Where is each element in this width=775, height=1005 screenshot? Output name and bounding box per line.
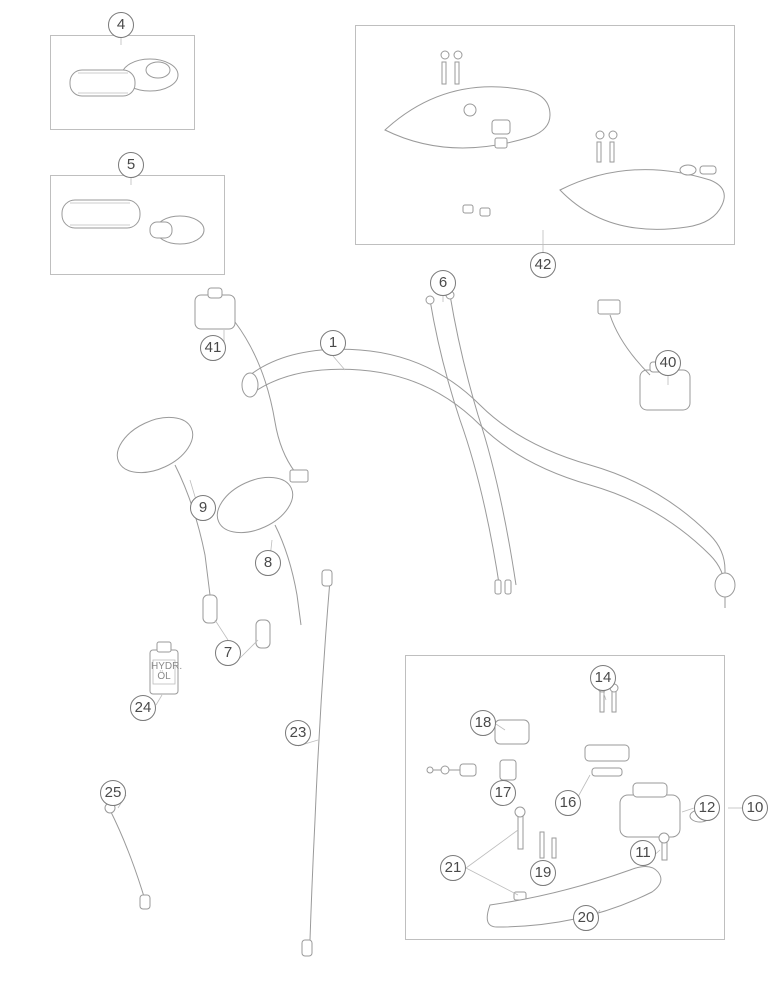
hydraulic-oil-label: HYDR. ÖL [151,662,177,682]
group-box [355,25,735,245]
callout-20: 20 [573,905,599,931]
callout-5: 5 [118,152,144,178]
callout-21: 21 [440,855,466,881]
callout-14: 14 [590,665,616,691]
callout-10: 10 [742,795,768,821]
callout-16: 16 [555,790,581,816]
callout-12: 12 [694,795,720,821]
callout-11: 11 [630,840,656,866]
callout-41: 41 [200,335,226,361]
callout-7: 7 [215,640,241,666]
callout-17: 17 [490,780,516,806]
callout-18: 18 [470,710,496,736]
callout-8: 8 [255,550,281,576]
callout-1: 1 [320,330,346,356]
callout-23: 23 [285,720,311,746]
callout-19: 19 [530,860,556,886]
parts-diagram-stage: HYDR. ÖL 4 5 42 6 1 41 40 9 8 7 24 23 25 14 18 17 16 12 10… [0,0,775,1005]
callout-40: 40 [655,350,681,376]
callout-9: 9 [190,495,216,521]
callout-24: 24 [130,695,156,721]
callout-6: 6 [430,270,456,296]
callout-25: 25 [100,780,126,806]
callout-42: 42 [530,252,556,278]
callout-4: 4 [108,12,134,38]
group-box [50,35,195,130]
group-box [50,175,225,275]
